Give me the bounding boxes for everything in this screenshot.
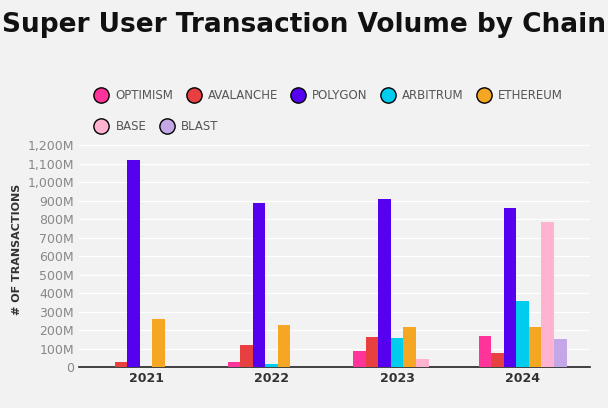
Bar: [378, 199, 391, 367]
Bar: [228, 361, 240, 367]
Bar: [278, 325, 291, 367]
Bar: [265, 364, 278, 367]
Bar: [253, 203, 265, 367]
Bar: [127, 160, 140, 367]
Bar: [153, 319, 165, 367]
Bar: [516, 301, 529, 367]
Bar: [115, 361, 127, 367]
Bar: [416, 359, 429, 367]
Bar: [478, 336, 491, 367]
Text: Super User Transaction Volume by Chain: Super User Transaction Volume by Chain: [2, 12, 606, 38]
Legend: BASE, BLAST: BASE, BLAST: [85, 115, 223, 137]
Bar: [542, 222, 554, 367]
Bar: [366, 337, 378, 367]
Bar: [404, 328, 416, 367]
Bar: [554, 339, 567, 367]
Bar: [391, 338, 404, 367]
Bar: [353, 351, 366, 367]
Y-axis label: # OF TRANSACTIONS: # OF TRANSACTIONS: [12, 183, 22, 315]
Bar: [240, 345, 253, 367]
Bar: [491, 353, 504, 367]
Bar: [504, 208, 516, 367]
Bar: [529, 328, 542, 367]
